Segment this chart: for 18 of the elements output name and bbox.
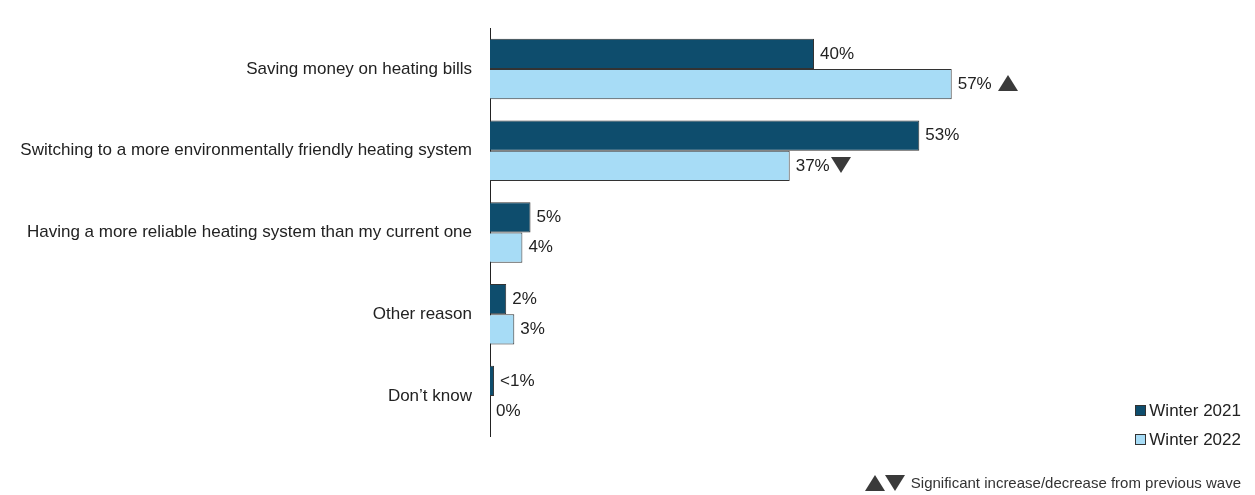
data-label: 0% — [496, 400, 521, 420]
data-label: 5% — [536, 207, 562, 227]
data-label: 53% — [925, 125, 960, 145]
data-label: 3% — [520, 319, 545, 339]
legend-label: Winter 2021 — [1148, 399, 1241, 422]
y-tick-label: Other reason — [372, 303, 472, 323]
y-tick-label: Don’t know — [387, 385, 473, 405]
y-tick-label: Saving money on heating bills — [246, 58, 472, 78]
text: Significant increase/decrease from previous wave — [910, 474, 1241, 491]
data-label: 4% — [528, 237, 553, 257]
y-tick-label: Switching to a more environmentally friendly heating system — [20, 140, 472, 160]
data-label: <1% — [500, 370, 535, 390]
legend-label: Winter 2022 — [1148, 428, 1241, 451]
data-label: 2% — [512, 288, 537, 308]
data-label: 40% — [820, 43, 855, 63]
data-label: 57% — [957, 73, 992, 93]
y-tick-label: Having a more reliable heating system than my current one — [26, 222, 472, 242]
data-label: 37% — [795, 155, 830, 175]
